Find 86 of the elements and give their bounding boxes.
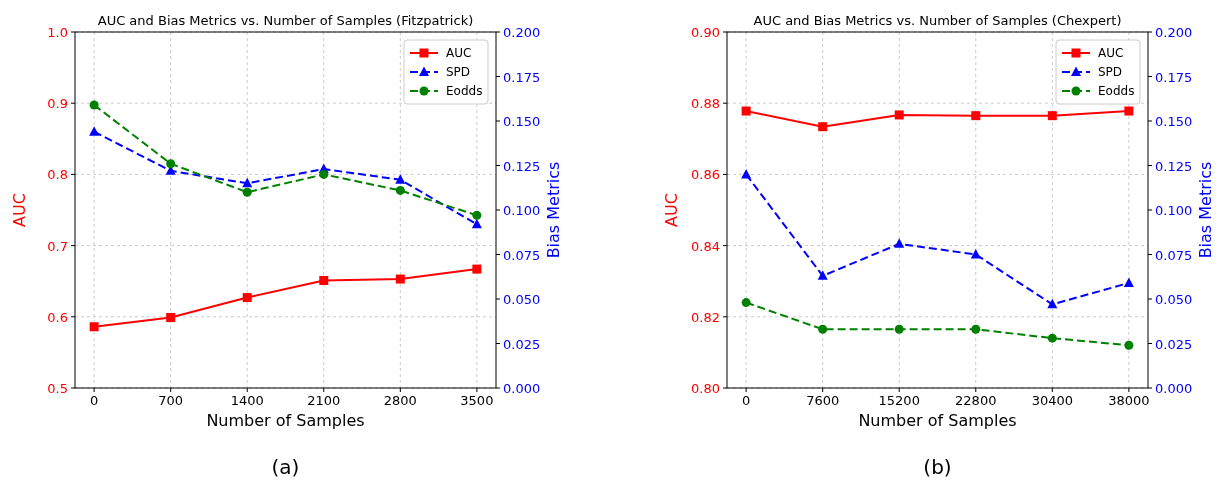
y2-tick-label: 0.000 — [503, 381, 541, 396]
point — [1123, 277, 1134, 287]
y-tick-label: 0.9 — [47, 96, 68, 112]
x-tick-label: 0 — [742, 393, 751, 408]
y2-tick-label: 0.150 — [503, 114, 541, 129]
point — [472, 264, 482, 274]
point — [741, 168, 752, 179]
point — [894, 324, 904, 334]
point — [395, 174, 406, 184]
y2-tick-label: 0.025 — [503, 336, 541, 352]
y2-tick-label: 0.175 — [503, 69, 541, 85]
point — [818, 324, 828, 334]
y-tick-label: 0.80 — [691, 381, 720, 396]
point — [1047, 333, 1057, 343]
y2-tick-label: 0.075 — [1155, 247, 1193, 263]
point — [89, 126, 100, 136]
chart-title: AUC and Bias Metrics vs. Number of Samples (Chexpert) — [753, 13, 1122, 28]
y2-tick-label: 0.200 — [1155, 25, 1193, 40]
x-tick-label: 2100 — [307, 393, 341, 408]
point — [1124, 340, 1134, 350]
y-tick-label: 0.5 — [47, 381, 68, 396]
x-axis-title: Number of Samples — [858, 411, 1017, 430]
y2-tick-label: 0.050 — [503, 292, 541, 307]
point — [472, 210, 482, 220]
point — [242, 177, 253, 188]
point — [741, 298, 751, 308]
x-tick-label: 7600 — [806, 393, 840, 408]
point — [89, 322, 99, 332]
text: (a) — [271, 455, 300, 479]
y-axis-title: AUC — [662, 193, 681, 227]
point — [319, 275, 329, 285]
y2-tick-label: 0.025 — [1155, 336, 1193, 352]
y-tick-label: 0.8 — [47, 167, 68, 183]
y2-tick-label: 0.050 — [1155, 292, 1193, 307]
legend-label: Eodds — [1098, 84, 1135, 98]
y-tick-label: 0.88 — [691, 96, 720, 112]
point — [319, 169, 329, 179]
x-tick-label: 15200 — [878, 393, 920, 408]
point — [395, 185, 405, 195]
chart-title: AUC and Bias Metrics vs. Number of Samples (Fitzpatrick) — [97, 13, 474, 28]
y2-tick-label: 0.100 — [503, 203, 541, 218]
y2-tick-label: 0.000 — [1155, 381, 1193, 396]
point — [89, 100, 99, 110]
x-tick-label: 3500 — [460, 393, 494, 408]
y2-tick-label: 0.150 — [1155, 114, 1193, 129]
y-tick-label: 0.6 — [47, 309, 68, 325]
y2-tick-label: 0.175 — [1155, 69, 1193, 85]
y-tick-label: 0.7 — [47, 238, 68, 254]
point — [471, 218, 482, 229]
y2-tick-label: 0.200 — [503, 25, 541, 40]
x-tick-label: 30400 — [1031, 393, 1073, 408]
point — [1047, 298, 1058, 309]
y2-tick-label: 0.125 — [1155, 158, 1193, 174]
y2-axis-title: Bias Metrics — [544, 161, 563, 259]
point — [166, 313, 176, 323]
x-tick-label: 22800 — [955, 393, 997, 408]
x-tick-label: 700 — [158, 393, 184, 408]
text: (b) — [923, 455, 952, 479]
point — [395, 274, 405, 284]
y2-axis-title: Bias Metrics — [1196, 161, 1215, 259]
y2-tick-label: 0.075 — [503, 247, 541, 263]
y-tick-label: 0.86 — [691, 167, 720, 183]
legend-label: AUC — [1098, 46, 1124, 60]
legend-label: SPD — [1098, 65, 1123, 79]
legend-label: Eodds — [446, 84, 483, 98]
y-tick-label: 0.82 — [691, 309, 720, 325]
point — [817, 270, 828, 280]
x-tick-label: 1400 — [230, 393, 264, 408]
point — [242, 187, 252, 197]
y-tick-label: 0.90 — [691, 25, 720, 40]
point — [970, 249, 981, 259]
point — [166, 159, 176, 169]
x-tick-label: 38000 — [1108, 393, 1150, 408]
x-tick-label: 0 — [90, 393, 99, 408]
x-tick-label: 2800 — [383, 393, 417, 408]
y-tick-label: 0.84 — [691, 238, 720, 254]
y-axis-title: AUC — [10, 193, 29, 227]
point — [894, 238, 905, 248]
legend-label: AUC — [446, 46, 472, 60]
y2-tick-label: 0.100 — [1155, 203, 1193, 218]
y2-tick-label: 0.125 — [503, 158, 541, 174]
point — [971, 324, 981, 334]
x-axis-title: Number of Samples — [206, 411, 365, 430]
legend-label: SPD — [446, 65, 471, 79]
y-tick-label: 1.0 — [47, 25, 68, 40]
point — [242, 293, 252, 303]
